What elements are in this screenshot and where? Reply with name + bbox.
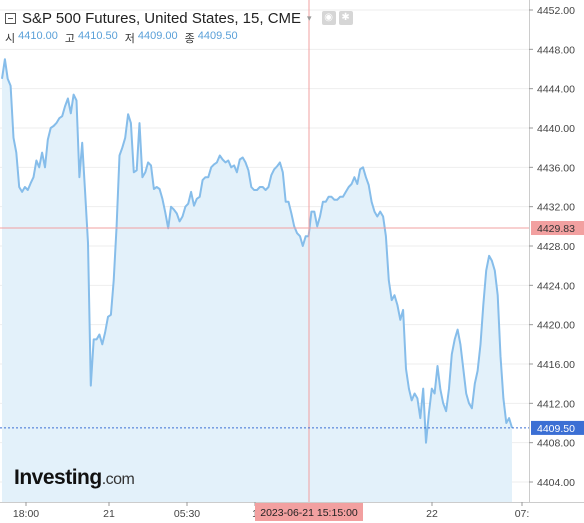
price-axis[interactable]: 4452.00 4448.00 4444.00 4440.00 4436.00 4432.… <box>529 5 575 489</box>
high-label: 고 <box>64 33 76 45</box>
investing-logo[interactable]: Investing.com <box>14 466 135 490</box>
y-tick-label: 4436.00 <box>537 162 575 174</box>
open-label: 시 <box>5 33 16 45</box>
close-label: 종 <box>184 33 195 45</box>
close-value: 4409.50 <box>197 30 238 42</box>
ohlc-values: 시 4410.00 고 4410.50 저 4409.00 종 4409.50 <box>5 30 353 46</box>
crosshair-time-label: 2023-06-21 15:15:00 <box>255 503 363 521</box>
x-tick-label: 07: <box>515 508 530 520</box>
low-value: 4409.00 <box>137 30 178 42</box>
x-tick-label: 18:00 <box>13 508 39 520</box>
y-tick-label: 4416.00 <box>537 359 575 371</box>
y-tick-label: 4408.00 <box>537 438 575 450</box>
y-tick-label: 4448.00 <box>537 44 575 56</box>
last-price-label: 4409.50 <box>531 420 584 435</box>
crosshair-price-label: 4429.83 <box>531 221 584 236</box>
y-tick-label: 4420.00 <box>537 320 575 332</box>
y-tick-label: 4440.00 <box>537 123 575 135</box>
x-tick-label: 21 <box>103 508 115 520</box>
logo-brand: Investing <box>14 466 102 489</box>
chevron-down-icon[interactable]: ▾ <box>307 12 312 23</box>
y-tick-label: 4444.00 <box>537 84 575 96</box>
low-label: 저 <box>124 33 135 45</box>
high-value: 4410.50 <box>78 30 118 42</box>
y-tick-label: 4432.00 <box>537 202 575 214</box>
svg-text:4429.83: 4429.83 <box>537 223 575 235</box>
y-tick-label: 4404.00 <box>537 477 575 489</box>
open-value: 4410.00 <box>18 30 58 42</box>
chart-header: S&P 500 Futures, United States, 15, CME … <box>5 8 353 46</box>
price-line <box>1 58 513 444</box>
x-tick-label: 05:30 <box>174 508 200 520</box>
y-tick-label: 4428.00 <box>537 241 575 253</box>
eye-icon[interactable]: ◉ <box>321 11 336 25</box>
chart-title: S&P 500 Futures, United States, 15, CME <box>22 9 302 27</box>
y-tick-label: 4424.00 <box>537 280 575 292</box>
collapse-toggle-icon[interactable] <box>5 12 16 24</box>
x-tick-label: 22 <box>426 508 438 520</box>
y-tick-label: 4412.00 <box>537 398 575 410</box>
y-tick-label: 4452.00 <box>537 5 575 17</box>
price-area-fill <box>2 59 512 502</box>
svg-text:2023-06-21 15:15:00: 2023-06-21 15:15:00 <box>260 507 358 519</box>
svg-text:4409.50: 4409.50 <box>537 423 575 435</box>
gear-icon[interactable]: ✱ <box>338 11 353 25</box>
logo-suffix: .com <box>101 471 135 488</box>
